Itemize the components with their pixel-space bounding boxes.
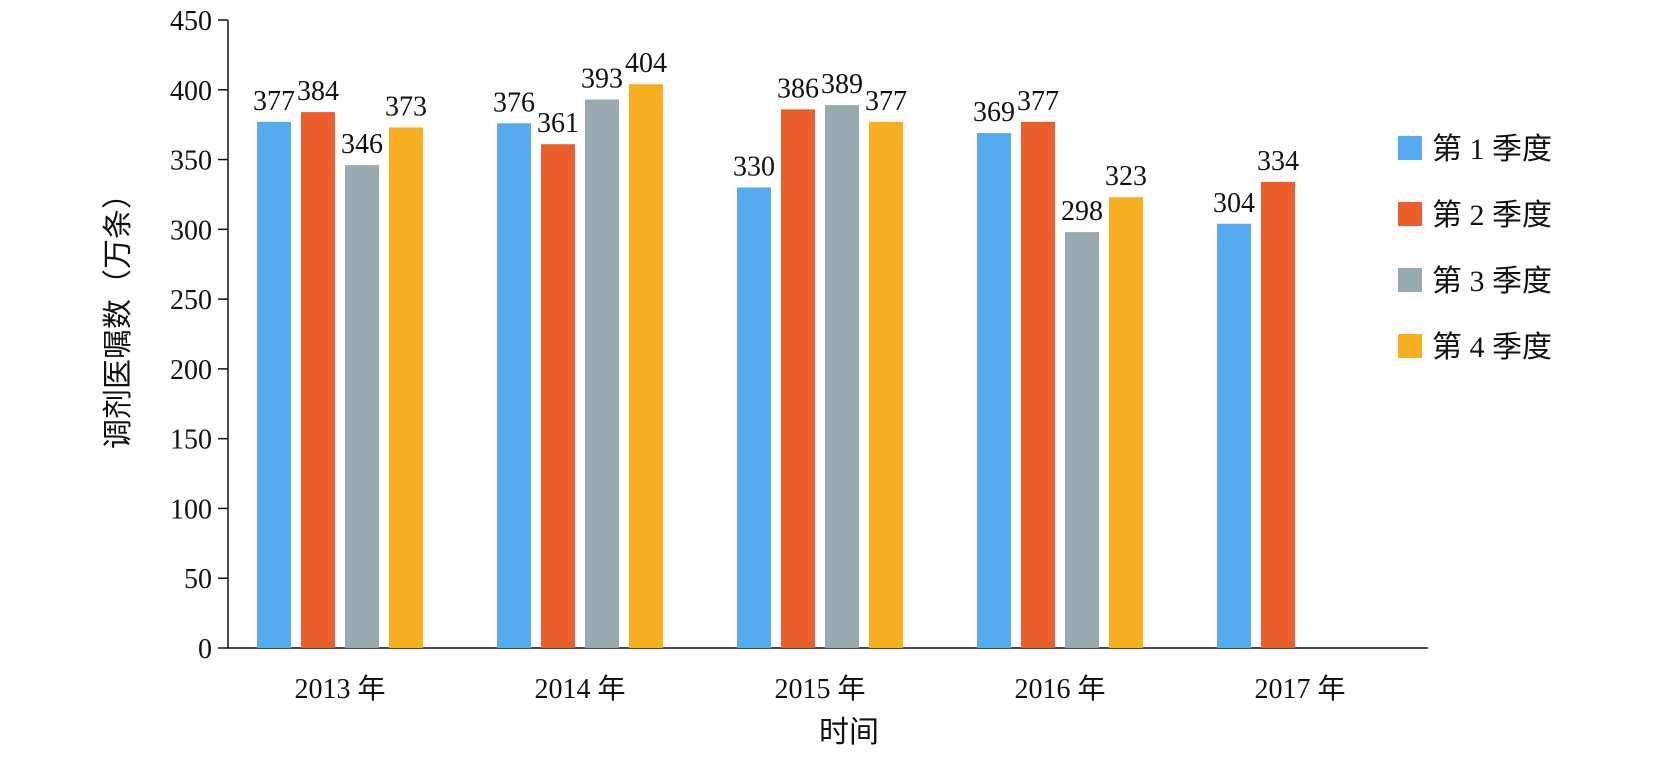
y-tick-label: 300 bbox=[170, 215, 212, 246]
data-label: 389 bbox=[821, 69, 863, 100]
x-tick-label: 2016 年 bbox=[1014, 673, 1105, 705]
bar bbox=[1261, 181, 1295, 648]
y-tick-label: 200 bbox=[170, 355, 212, 386]
data-label: 334 bbox=[1257, 146, 1299, 177]
y-axis-title: 调剂医嘱数（万条） bbox=[102, 179, 135, 449]
data-label: 330 bbox=[733, 151, 775, 182]
x-axis: 2013 年 2014 年 2015 年 2016 年 2017 年 bbox=[228, 647, 1428, 705]
legend-label: 第 4 季度 bbox=[1432, 331, 1552, 364]
legend-label: 第 2 季度 bbox=[1432, 199, 1552, 232]
bar bbox=[345, 165, 379, 649]
data-label: 376 bbox=[493, 87, 535, 118]
y-tick-label: 400 bbox=[170, 76, 212, 107]
bars bbox=[257, 84, 1295, 649]
data-label: 304 bbox=[1213, 188, 1255, 219]
legend-label: 第 3 季度 bbox=[1432, 265, 1552, 298]
legend-swatch bbox=[1398, 202, 1422, 226]
y-tick-label: 450 bbox=[170, 6, 212, 37]
bar bbox=[737, 187, 771, 648]
x-tick-label: 2015 年 bbox=[774, 673, 865, 705]
x-axis-title: 时间 bbox=[819, 716, 879, 749]
data-label: 369 bbox=[973, 97, 1015, 128]
data-label: 377 bbox=[865, 86, 907, 117]
data-label: 384 bbox=[297, 76, 339, 107]
bar bbox=[977, 133, 1011, 649]
y-axis: 0 50 100 150 200 250 300 350 400 450 bbox=[170, 6, 229, 665]
y-tick-label: 350 bbox=[170, 146, 212, 177]
bar bbox=[301, 112, 335, 648]
bar bbox=[389, 127, 423, 649]
data-label: 361 bbox=[537, 108, 579, 139]
x-tick-label: 2017 年 bbox=[1254, 673, 1345, 705]
data-label: 373 bbox=[385, 91, 427, 122]
bar bbox=[1021, 121, 1055, 649]
legend-swatch bbox=[1398, 136, 1422, 160]
legend-swatch bbox=[1398, 268, 1422, 292]
x-tick-label: 2013 年 bbox=[294, 673, 385, 705]
data-label: 377 bbox=[253, 86, 295, 117]
bar bbox=[629, 84, 663, 648]
y-tick-label: 50 bbox=[184, 564, 212, 595]
y-tick-label: 0 bbox=[198, 634, 212, 665]
y-tick-label: 250 bbox=[170, 285, 212, 316]
bar bbox=[541, 144, 575, 648]
bar bbox=[257, 121, 291, 649]
data-label: 346 bbox=[341, 129, 383, 160]
y-tick-label: 150 bbox=[170, 425, 212, 456]
legend: 第 1 季度第 2 季度第 3 季度第 4 季度 bbox=[1398, 133, 1552, 364]
x-tick-label: 2014 年 bbox=[534, 673, 625, 705]
legend-label: 第 1 季度 bbox=[1432, 133, 1552, 166]
legend-swatch bbox=[1398, 334, 1422, 358]
data-label: 393 bbox=[581, 64, 623, 95]
bar bbox=[1065, 232, 1099, 648]
bar bbox=[869, 121, 903, 649]
bar bbox=[1109, 197, 1143, 649]
y-tick-label: 100 bbox=[170, 494, 212, 525]
data-label: 323 bbox=[1105, 161, 1147, 192]
bar bbox=[497, 123, 531, 648]
data-label: 386 bbox=[777, 73, 819, 104]
bar bbox=[825, 105, 859, 648]
bar bbox=[1217, 223, 1251, 649]
data-label: 404 bbox=[625, 48, 667, 79]
data-label: 298 bbox=[1061, 196, 1103, 227]
data-label: 377 bbox=[1017, 86, 1059, 117]
bar bbox=[781, 109, 815, 648]
bar bbox=[585, 99, 619, 648]
